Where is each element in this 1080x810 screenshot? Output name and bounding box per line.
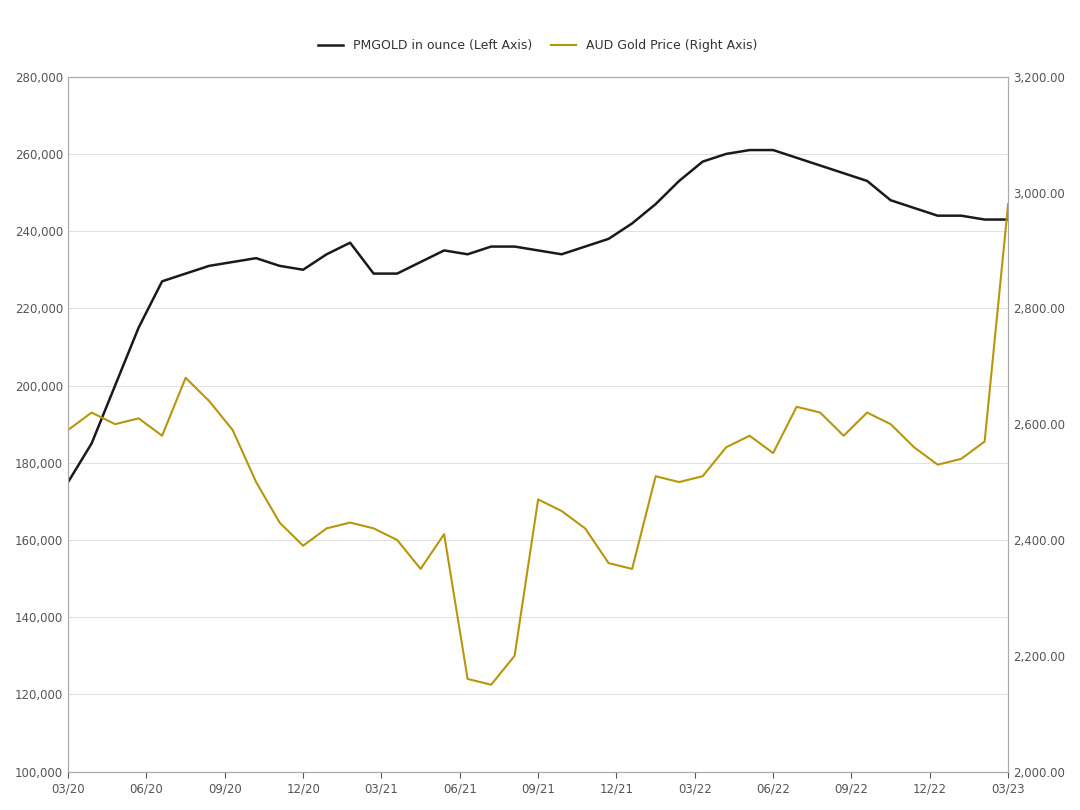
PMGOLD in ounce (Left Axis) bbox=[907, 203, 920, 213]
AUD Gold Price (Right Axis) bbox=[649, 471, 662, 481]
AUD Gold Price (Right Axis) bbox=[461, 674, 474, 684]
AUD Gold Price (Right Axis) bbox=[673, 477, 686, 487]
AUD Gold Price (Right Axis) bbox=[767, 448, 780, 458]
PMGOLD in ounce (Left Axis) bbox=[132, 322, 145, 332]
AUD Gold Price (Right Axis) bbox=[414, 564, 427, 573]
PMGOLD in ounce (Left Axis) bbox=[697, 157, 710, 167]
AUD Gold Price (Right Axis) bbox=[978, 437, 991, 446]
AUD Gold Price (Right Axis) bbox=[437, 529, 450, 539]
AUD Gold Price (Right Axis) bbox=[132, 413, 145, 423]
PMGOLD in ounce (Left Axis) bbox=[437, 245, 450, 255]
AUD Gold Price (Right Axis) bbox=[273, 518, 286, 527]
PMGOLD in ounce (Left Axis) bbox=[367, 269, 380, 279]
PMGOLD in ounce (Left Axis) bbox=[555, 249, 568, 259]
PMGOLD in ounce (Left Axis) bbox=[320, 249, 333, 259]
PMGOLD in ounce (Left Axis) bbox=[249, 254, 262, 263]
PMGOLD in ounce (Left Axis) bbox=[391, 269, 404, 279]
AUD Gold Price (Right Axis) bbox=[837, 431, 850, 441]
PMGOLD in ounce (Left Axis) bbox=[625, 219, 638, 228]
PMGOLD in ounce (Left Axis) bbox=[203, 261, 216, 271]
PMGOLD in ounce (Left Axis) bbox=[719, 149, 732, 159]
AUD Gold Price (Right Axis) bbox=[907, 442, 920, 452]
AUD Gold Price (Right Axis) bbox=[226, 425, 239, 435]
AUD Gold Price (Right Axis) bbox=[719, 442, 732, 452]
AUD Gold Price (Right Axis) bbox=[509, 651, 522, 661]
AUD Gold Price (Right Axis) bbox=[320, 523, 333, 533]
PMGOLD in ounce (Left Axis) bbox=[531, 245, 544, 255]
PMGOLD in ounce (Left Axis) bbox=[179, 269, 192, 279]
PMGOLD in ounce (Left Axis) bbox=[743, 145, 756, 155]
AUD Gold Price (Right Axis) bbox=[109, 420, 122, 429]
AUD Gold Price (Right Axis) bbox=[813, 407, 826, 417]
PMGOLD in ounce (Left Axis) bbox=[62, 477, 75, 487]
PMGOLD in ounce (Left Axis) bbox=[978, 215, 991, 224]
PMGOLD in ounce (Left Axis) bbox=[273, 261, 286, 271]
PMGOLD in ounce (Left Axis) bbox=[649, 199, 662, 209]
PMGOLD in ounce (Left Axis) bbox=[109, 381, 122, 390]
AUD Gold Price (Right Axis) bbox=[297, 541, 310, 551]
PMGOLD in ounce (Left Axis) bbox=[837, 168, 850, 178]
AUD Gold Price (Right Axis) bbox=[955, 454, 968, 464]
AUD Gold Price (Right Axis) bbox=[391, 535, 404, 545]
PMGOLD in ounce (Left Axis) bbox=[485, 241, 498, 251]
Line: PMGOLD in ounce (Left Axis): PMGOLD in ounce (Left Axis) bbox=[68, 150, 1008, 482]
AUD Gold Price (Right Axis) bbox=[625, 564, 638, 573]
AUD Gold Price (Right Axis) bbox=[603, 558, 616, 568]
AUD Gold Price (Right Axis) bbox=[579, 523, 592, 533]
PMGOLD in ounce (Left Axis) bbox=[579, 241, 592, 251]
Line: AUD Gold Price (Right Axis): AUD Gold Price (Right Axis) bbox=[68, 204, 1008, 684]
PMGOLD in ounce (Left Axis) bbox=[767, 145, 780, 155]
PMGOLD in ounce (Left Axis) bbox=[791, 153, 804, 163]
PMGOLD in ounce (Left Axis) bbox=[509, 241, 522, 251]
PMGOLD in ounce (Left Axis) bbox=[85, 438, 98, 448]
AUD Gold Price (Right Axis) bbox=[156, 431, 168, 441]
PMGOLD in ounce (Left Axis) bbox=[156, 276, 168, 286]
PMGOLD in ounce (Left Axis) bbox=[955, 211, 968, 220]
Legend: PMGOLD in ounce (Left Axis), AUD Gold Price (Right Axis): PMGOLD in ounce (Left Axis), AUD Gold Pr… bbox=[313, 34, 762, 58]
PMGOLD in ounce (Left Axis) bbox=[813, 160, 826, 170]
AUD Gold Price (Right Axis) bbox=[861, 407, 874, 417]
PMGOLD in ounce (Left Axis) bbox=[297, 265, 310, 275]
AUD Gold Price (Right Axis) bbox=[931, 460, 944, 470]
AUD Gold Price (Right Axis) bbox=[203, 396, 216, 406]
AUD Gold Price (Right Axis) bbox=[85, 407, 98, 417]
AUD Gold Price (Right Axis) bbox=[485, 680, 498, 689]
AUD Gold Price (Right Axis) bbox=[697, 471, 710, 481]
AUD Gold Price (Right Axis) bbox=[885, 420, 897, 429]
AUD Gold Price (Right Axis) bbox=[1001, 199, 1014, 209]
PMGOLD in ounce (Left Axis) bbox=[861, 176, 874, 185]
PMGOLD in ounce (Left Axis) bbox=[343, 238, 356, 248]
AUD Gold Price (Right Axis) bbox=[743, 431, 756, 441]
PMGOLD in ounce (Left Axis) bbox=[603, 234, 616, 244]
PMGOLD in ounce (Left Axis) bbox=[414, 257, 427, 266]
AUD Gold Price (Right Axis) bbox=[367, 523, 380, 533]
PMGOLD in ounce (Left Axis) bbox=[931, 211, 944, 220]
PMGOLD in ounce (Left Axis) bbox=[1001, 215, 1014, 224]
AUD Gold Price (Right Axis) bbox=[343, 518, 356, 527]
AUD Gold Price (Right Axis) bbox=[791, 402, 804, 411]
AUD Gold Price (Right Axis) bbox=[62, 425, 75, 435]
PMGOLD in ounce (Left Axis) bbox=[885, 195, 897, 205]
AUD Gold Price (Right Axis) bbox=[179, 373, 192, 382]
AUD Gold Price (Right Axis) bbox=[555, 506, 568, 516]
PMGOLD in ounce (Left Axis) bbox=[461, 249, 474, 259]
PMGOLD in ounce (Left Axis) bbox=[226, 257, 239, 266]
AUD Gold Price (Right Axis) bbox=[531, 495, 544, 505]
AUD Gold Price (Right Axis) bbox=[249, 477, 262, 487]
PMGOLD in ounce (Left Axis) bbox=[673, 176, 686, 185]
